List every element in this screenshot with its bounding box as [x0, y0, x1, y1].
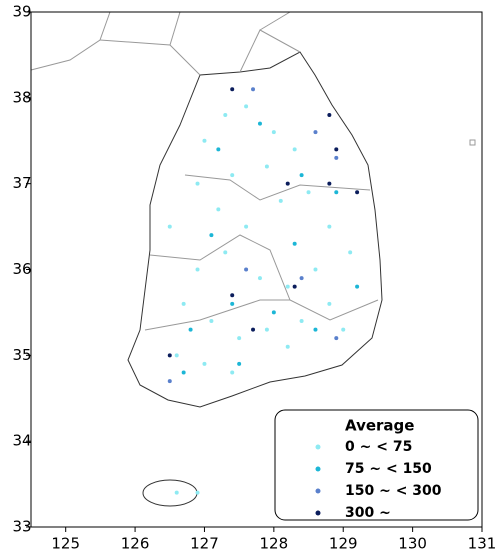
- station-point: [195, 181, 200, 186]
- legend-swatch: [315, 510, 321, 516]
- x-tick-label: 125: [51, 535, 80, 553]
- x-tick-label: 128: [260, 535, 289, 553]
- legend-label: 300 ~: [345, 505, 391, 521]
- station-point: [230, 370, 235, 375]
- station-point: [348, 250, 353, 255]
- x-tick-label: 129: [329, 535, 358, 553]
- station-point: [334, 190, 339, 195]
- legend-label: 0 ~ < 75: [345, 439, 412, 455]
- y-tick-label: 39: [12, 3, 31, 21]
- x-tick-label: 127: [190, 535, 219, 553]
- station-point: [306, 190, 311, 195]
- x-tick-label: 131: [468, 535, 497, 553]
- station-point: [264, 164, 269, 169]
- x-tick-label: 130: [398, 535, 427, 553]
- legend-label: 75 ~ < 150: [345, 461, 432, 477]
- station-point: [167, 379, 172, 384]
- legend-swatch: [315, 444, 321, 450]
- station-point: [223, 250, 228, 255]
- station-point: [285, 344, 290, 349]
- station-point: [292, 284, 297, 289]
- station-point: [327, 113, 332, 117]
- legend: Average: [274, 409, 479, 521]
- station-point: [202, 361, 207, 366]
- station-point: [244, 267, 249, 272]
- station-point: [244, 224, 249, 229]
- station-point: [299, 276, 304, 281]
- station-point: [285, 284, 290, 289]
- station-point: [174, 353, 179, 358]
- station-point: [195, 490, 200, 495]
- station-point: [264, 327, 269, 332]
- station-point: [209, 319, 214, 323]
- legend-box: [274, 409, 479, 521]
- station-point: [355, 190, 360, 195]
- station-point: [230, 301, 235, 306]
- station-point: [327, 181, 332, 186]
- station-point: [216, 207, 221, 212]
- station-point: [202, 138, 207, 143]
- station-point: [174, 490, 179, 495]
- station-point: [285, 181, 290, 186]
- station-point: [251, 327, 256, 332]
- station-point: [292, 241, 297, 246]
- legend-title: Average: [345, 417, 414, 435]
- station-point: [181, 370, 186, 375]
- station-point: [209, 233, 214, 238]
- station-point: [278, 198, 283, 203]
- station-point: [341, 327, 346, 332]
- station-point: [237, 361, 242, 366]
- station-point: [230, 173, 235, 178]
- station-point: [257, 121, 262, 126]
- station-point: [167, 353, 172, 358]
- y-tick-label: 37: [12, 174, 31, 192]
- station-point: [271, 310, 276, 315]
- station-point: [216, 147, 221, 152]
- station-point: [355, 284, 360, 289]
- station-point: [237, 336, 242, 341]
- station-point: [313, 130, 318, 135]
- station-point: [334, 155, 339, 160]
- station-point: [313, 267, 318, 272]
- y-tick-label: 36: [12, 260, 31, 278]
- station-point: [334, 147, 339, 152]
- station-point: [327, 301, 332, 306]
- station-point: [292, 147, 297, 152]
- station-point: [181, 301, 186, 306]
- station-point: [230, 293, 235, 298]
- station-point: [167, 224, 172, 229]
- station-point: [251, 87, 256, 92]
- station-point: [230, 87, 235, 92]
- x-tick-label: 126: [121, 535, 150, 553]
- station-point: [334, 336, 339, 341]
- station-point: [195, 267, 200, 272]
- station-point: [313, 327, 318, 332]
- station-point: [299, 173, 304, 178]
- y-tick-label: 33: [12, 518, 31, 536]
- legend-swatch: [315, 488, 321, 494]
- station-point: [244, 104, 249, 109]
- station-point: [299, 319, 304, 323]
- y-tick-label: 38: [12, 88, 31, 106]
- legend-label: 150 ~ < 300: [345, 483, 442, 499]
- boundaries: [30, 11, 476, 331]
- y-tick-label: 34: [12, 432, 31, 450]
- legend-swatch: [315, 466, 321, 472]
- station-point: [223, 113, 228, 117]
- station-point: [271, 130, 276, 135]
- y-tick-label: 35: [12, 346, 31, 364]
- station-point: [188, 327, 193, 332]
- station-point: [327, 224, 332, 229]
- station-point: [257, 276, 262, 281]
